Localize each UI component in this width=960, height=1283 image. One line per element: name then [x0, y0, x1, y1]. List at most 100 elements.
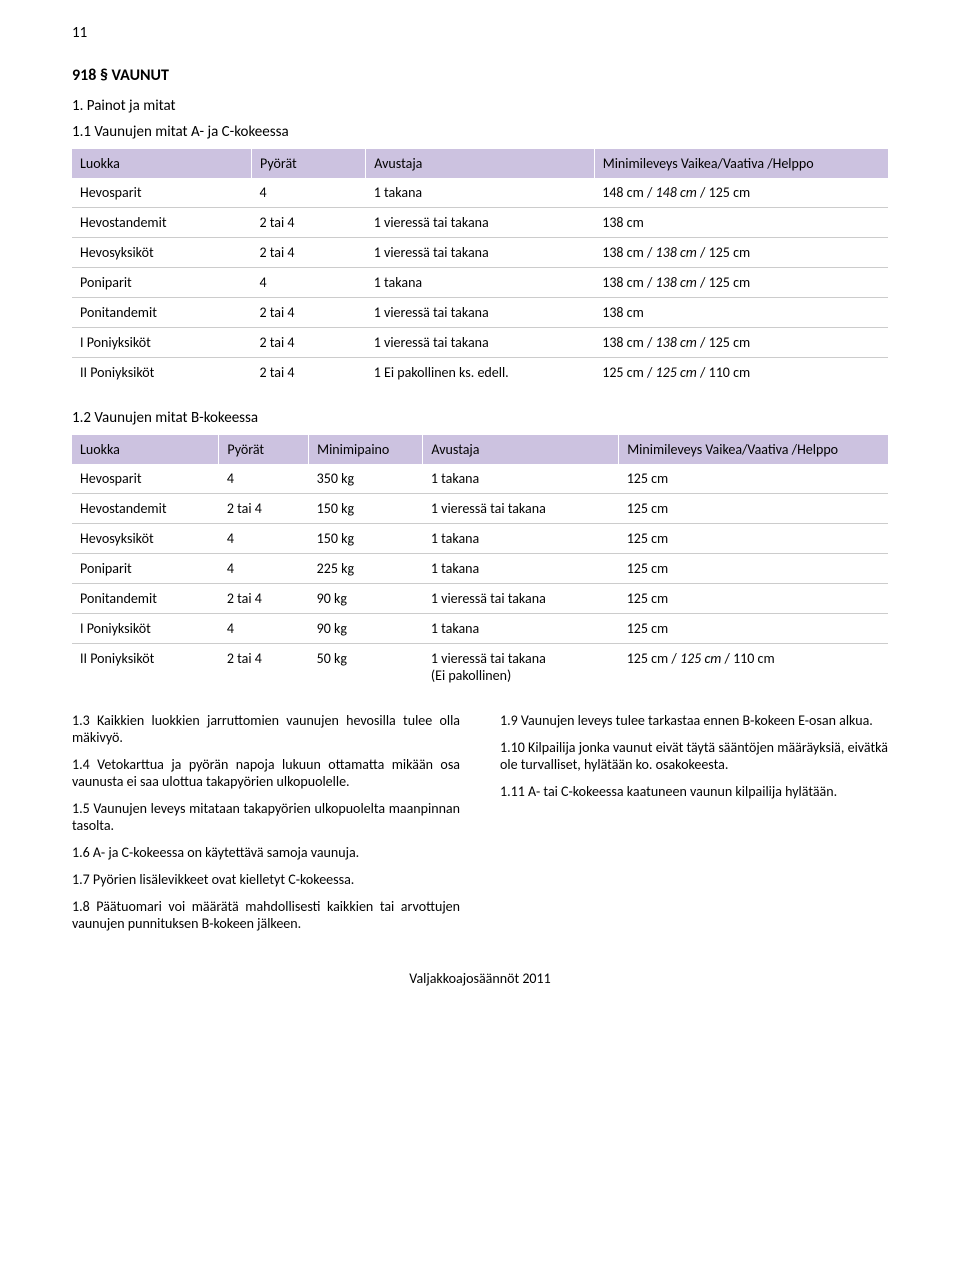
section-title: 918 § VAUNUT: [72, 66, 888, 85]
table-cell: Poniparit: [72, 268, 252, 298]
table-cell: 125 cm: [619, 494, 888, 524]
table-cell: 1 takana: [423, 554, 619, 584]
table-cell: Hevosparit: [72, 464, 219, 494]
table-row: Hevostandemit2 tai 41 vieressä tai takan…: [72, 208, 888, 238]
table-cell: 1 vieressä tai takana: [423, 584, 619, 614]
table-cell: Hevosyksiköt: [72, 524, 219, 554]
table-cell: 90 kg: [309, 614, 423, 644]
paragraph: 1.10 Kilpailija jonka vaunut eivät täytä…: [500, 739, 888, 773]
table-cell: II Poniyksiköt: [72, 644, 219, 691]
table-cell: 4: [219, 554, 309, 584]
table-row: I Poniyksiköt2 tai 41 vieressä tai takan…: [72, 328, 888, 358]
table-cell: 125 cm: [619, 614, 888, 644]
paragraph: 1.4 Vetokarttua ja pyörän napoja lukuun …: [72, 756, 460, 790]
right-column: 1.9 Vaunujen leveys tulee tarkastaa enne…: [500, 712, 888, 942]
table-cell: I Poniyksiköt: [72, 328, 252, 358]
table-cell: 1 vieressä tai takana: [366, 298, 594, 328]
table-row: II Poniyksiköt2 tai 41 Ei pakollinen ks.…: [72, 358, 888, 388]
table-cell: 2 tai 4: [219, 494, 309, 524]
table-cell: 225 kg: [309, 554, 423, 584]
table-cell: 2 tai 4: [252, 358, 366, 388]
page-number: 11: [72, 24, 888, 42]
table-cell: 138 cm: [594, 208, 888, 238]
table-cell: 150 kg: [309, 494, 423, 524]
table-cell: 2 tai 4: [252, 208, 366, 238]
table-cell: 1 vieressä tai takana: [366, 208, 594, 238]
table-cell: Hevostandemit: [72, 494, 219, 524]
th-avustaja: Avustaja: [423, 435, 619, 464]
table-cell: 1 takana: [423, 464, 619, 494]
paragraph: 1.8 Päätuomari voi määrätä mahdollisesti…: [72, 898, 460, 932]
table-cell: 1 takana: [366, 178, 594, 208]
th-minimileveys: Minimileveys Vaikea/Vaativa /Helppo: [619, 435, 888, 464]
table-cell: 138 cm: [594, 298, 888, 328]
table-cell: 1 vieressä tai takana: [423, 494, 619, 524]
left-column: 1.3 Kaikkien luokkien jarruttomien vaunu…: [72, 712, 460, 942]
table-cell: Hevostandemit: [72, 208, 252, 238]
table-row: Hevosyksiköt2 tai 41 vieressä tai takana…: [72, 238, 888, 268]
th-avustaja: Avustaja: [366, 149, 594, 178]
table-cell: 2 tai 4: [219, 644, 309, 691]
table-row: Ponitandemit2 tai 490 kg1 vieressä tai t…: [72, 584, 888, 614]
table-cell: 2 tai 4: [252, 328, 366, 358]
table-cell: 138 cm / 138 cm / 125 cm: [594, 268, 888, 298]
table-cell: 1 vieressä tai takana: [366, 328, 594, 358]
table-cell: Ponitandemit: [72, 584, 219, 614]
table-cell: 148 cm / 148 cm / 125 cm: [594, 178, 888, 208]
table-cell: 125 cm: [619, 524, 888, 554]
table-row: Poniparit41 takana138 cm / 138 cm / 125 …: [72, 268, 888, 298]
table-cell: 2 tai 4: [252, 298, 366, 328]
table-cell: 125 cm: [619, 464, 888, 494]
table-cell: 138 cm / 138 cm / 125 cm: [594, 328, 888, 358]
table-cell: 125 cm / 125 cm / 110 cm: [619, 644, 888, 691]
table-cell: 150 kg: [309, 524, 423, 554]
table-b-kokeessa: Luokka Pyörät Minimipaino Avustaja Minim…: [72, 435, 888, 690]
table-cell: 2 tai 4: [252, 238, 366, 268]
th-luokka: Luokka: [72, 149, 252, 178]
paragraph: 1.6 A- ja C-kokeessa on käytettävä samoj…: [72, 844, 460, 861]
table-cell: 50 kg: [309, 644, 423, 691]
table-cell: Ponitandemit: [72, 298, 252, 328]
table-cell: 1 vieressä tai takana: [366, 238, 594, 268]
table-cell: II Poniyksiköt: [72, 358, 252, 388]
table-row: Hevosparit41 takana148 cm / 148 cm / 125…: [72, 178, 888, 208]
table-cell: 1 takana: [366, 268, 594, 298]
table-row: Poniparit4225 kg1 takana125 cm: [72, 554, 888, 584]
table-row: Hevosyksiköt4150 kg1 takana125 cm: [72, 524, 888, 554]
table-cell: 4: [252, 178, 366, 208]
table-row: Hevostandemit2 tai 4150 kg1 vieressä tai…: [72, 494, 888, 524]
table-cell: 2 tai 4: [219, 584, 309, 614]
sub-heading-1: 1. Painot ja mitat: [72, 97, 888, 115]
table-cell: Hevosparit: [72, 178, 252, 208]
table-cell: 4: [219, 524, 309, 554]
table-cell: 1 Ei pakollinen ks. edell.: [366, 358, 594, 388]
sub-heading-2: 1.1 Vaunujen mitat A- ja C-kokeessa: [72, 123, 888, 141]
table-ac-kokeessa: Luokka Pyörät Avustaja Minimileveys Vaik…: [72, 149, 888, 387]
table-row: Hevosparit4350 kg1 takana125 cm: [72, 464, 888, 494]
table-cell: 138 cm / 138 cm / 125 cm: [594, 238, 888, 268]
th-luokka: Luokka: [72, 435, 219, 464]
th-pyorat: Pyörät: [252, 149, 366, 178]
table-row: Ponitandemit2 tai 41 vieressä tai takana…: [72, 298, 888, 328]
table-cell: 125 cm: [619, 584, 888, 614]
table-cell: Poniparit: [72, 554, 219, 584]
table-cell: 125 cm: [619, 554, 888, 584]
th-minimipaino: Minimipaino: [309, 435, 423, 464]
table-cell: 4: [219, 614, 309, 644]
table-cell: 1 vieressä tai takana (Ei pakollinen): [423, 644, 619, 691]
table-cell: 4: [252, 268, 366, 298]
table-cell: 350 kg: [309, 464, 423, 494]
th-minimileveys: Minimileveys Vaikea/Vaativa /Helppo: [594, 149, 888, 178]
table-cell: 125 cm / 125 cm / 110 cm: [594, 358, 888, 388]
paragraph: 1.11 A- tai C-kokeessa kaatuneen vaunun …: [500, 783, 888, 800]
table-cell: 1 takana: [423, 524, 619, 554]
body-columns: 1.3 Kaikkien luokkien jarruttomien vaunu…: [72, 712, 888, 942]
table-row: II Poniyksiköt2 tai 450 kg1 vieressä tai…: [72, 644, 888, 691]
table-row: I Poniyksiköt490 kg1 takana125 cm: [72, 614, 888, 644]
table-cell: Hevosyksiköt: [72, 238, 252, 268]
footer: Valjakkoajosäännöt 2011: [72, 970, 888, 987]
paragraph: 1.3 Kaikkien luokkien jarruttomien vaunu…: [72, 712, 460, 746]
th-pyorat: Pyörät: [219, 435, 309, 464]
table-cell: 90 kg: [309, 584, 423, 614]
sub-heading-3: 1.2 Vaunujen mitat B-kokeessa: [72, 409, 888, 427]
